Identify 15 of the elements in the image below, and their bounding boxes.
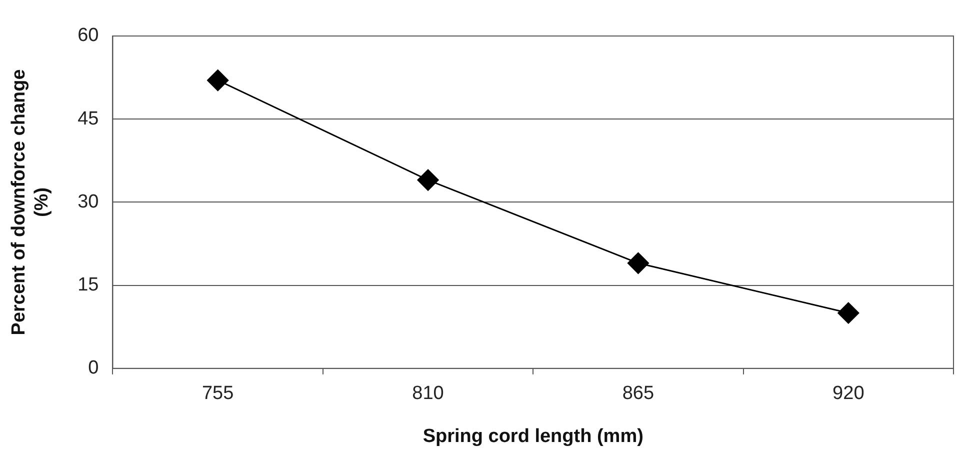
y-axis-title: Percent of downforce change (%) [8, 69, 52, 336]
x-tick-label: 755 [202, 383, 234, 404]
y-tick-label: 60 [78, 25, 99, 46]
x-tick-label: 865 [622, 383, 654, 404]
x-tick-label: 920 [832, 383, 864, 404]
point [627, 252, 649, 274]
point [207, 70, 229, 92]
point [838, 302, 860, 324]
x-axis-title: Spring cord length (mm) [422, 426, 644, 447]
y-tick-label: 30 [78, 191, 99, 212]
y-tick-label: 0 [88, 358, 99, 379]
point [417, 169, 439, 191]
y-tick-label: 45 [78, 108, 99, 130]
y-tick-label: 15 [78, 274, 99, 296]
x-tick-label: 810 [412, 383, 444, 404]
